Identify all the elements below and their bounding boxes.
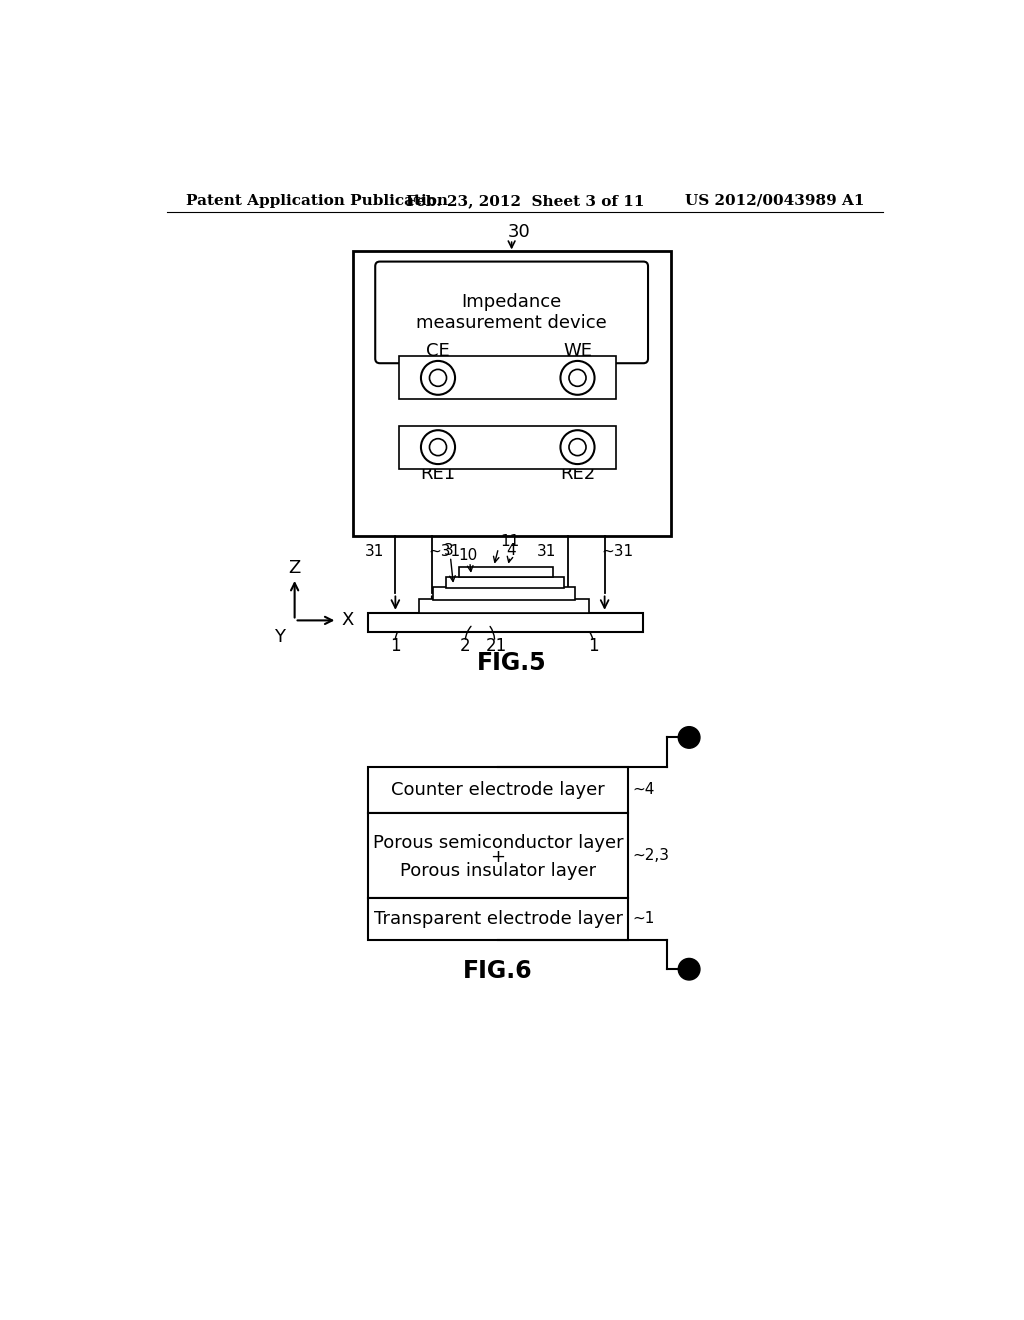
Bar (369, 898, 628, 940)
Text: Z: Z (289, 560, 301, 577)
Text: 11: 11 (500, 533, 519, 549)
Text: +: + (490, 847, 506, 866)
Text: 4: 4 (506, 543, 516, 558)
Circle shape (560, 430, 595, 465)
Text: 30: 30 (508, 223, 530, 240)
Circle shape (421, 430, 455, 465)
Bar (459, 566, 553, 577)
Text: Patent Application Publication: Patent Application Publication (186, 194, 449, 207)
Circle shape (560, 360, 595, 395)
Bar (369, 813, 628, 898)
Circle shape (569, 370, 586, 387)
Text: RE2: RE2 (560, 465, 595, 483)
Text: 10: 10 (458, 548, 477, 564)
Bar (352, 251, 671, 536)
Text: FIG.6: FIG.6 (463, 958, 532, 983)
Circle shape (569, 438, 586, 455)
Text: 1: 1 (588, 636, 598, 655)
Bar (399, 425, 616, 469)
Circle shape (678, 726, 700, 748)
Bar (419, 599, 589, 612)
Bar (369, 767, 628, 813)
Text: X: X (341, 611, 353, 630)
Text: 21: 21 (485, 636, 507, 655)
Text: 2: 2 (460, 636, 470, 655)
Text: FIG.5: FIG.5 (477, 651, 547, 675)
Text: 31: 31 (538, 544, 557, 558)
Text: 1: 1 (390, 636, 400, 655)
Text: WE: WE (563, 342, 592, 360)
Circle shape (429, 370, 446, 387)
Text: Feb. 23, 2012  Sheet 3 of 11: Feb. 23, 2012 Sheet 3 of 11 (406, 194, 644, 207)
Text: Porous semiconductor layer: Porous semiconductor layer (373, 834, 624, 851)
Text: ~31: ~31 (429, 544, 461, 558)
Text: ~1: ~1 (633, 911, 655, 927)
Bar (399, 356, 616, 400)
Bar (432, 587, 575, 599)
Bar (369, 612, 643, 632)
Circle shape (421, 360, 455, 395)
Bar (445, 577, 563, 589)
FancyBboxPatch shape (375, 261, 648, 363)
Text: ~31: ~31 (601, 544, 634, 558)
Text: Y: Y (273, 628, 285, 647)
Text: US 2012/0043989 A1: US 2012/0043989 A1 (685, 194, 864, 207)
Circle shape (678, 958, 700, 979)
Text: CE: CE (426, 342, 450, 360)
Circle shape (429, 438, 446, 455)
Text: ~4: ~4 (633, 783, 655, 797)
Text: ~2,3: ~2,3 (633, 847, 670, 863)
Text: Counter electrode layer: Counter electrode layer (391, 781, 605, 799)
Text: 31: 31 (365, 544, 384, 558)
Text: Porous insulator layer: Porous insulator layer (400, 862, 596, 879)
Text: RE1: RE1 (421, 465, 456, 483)
Text: Transparent electrode layer: Transparent electrode layer (374, 909, 623, 928)
Text: Impedance
measurement device: Impedance measurement device (416, 293, 607, 331)
Text: 3: 3 (444, 543, 454, 558)
